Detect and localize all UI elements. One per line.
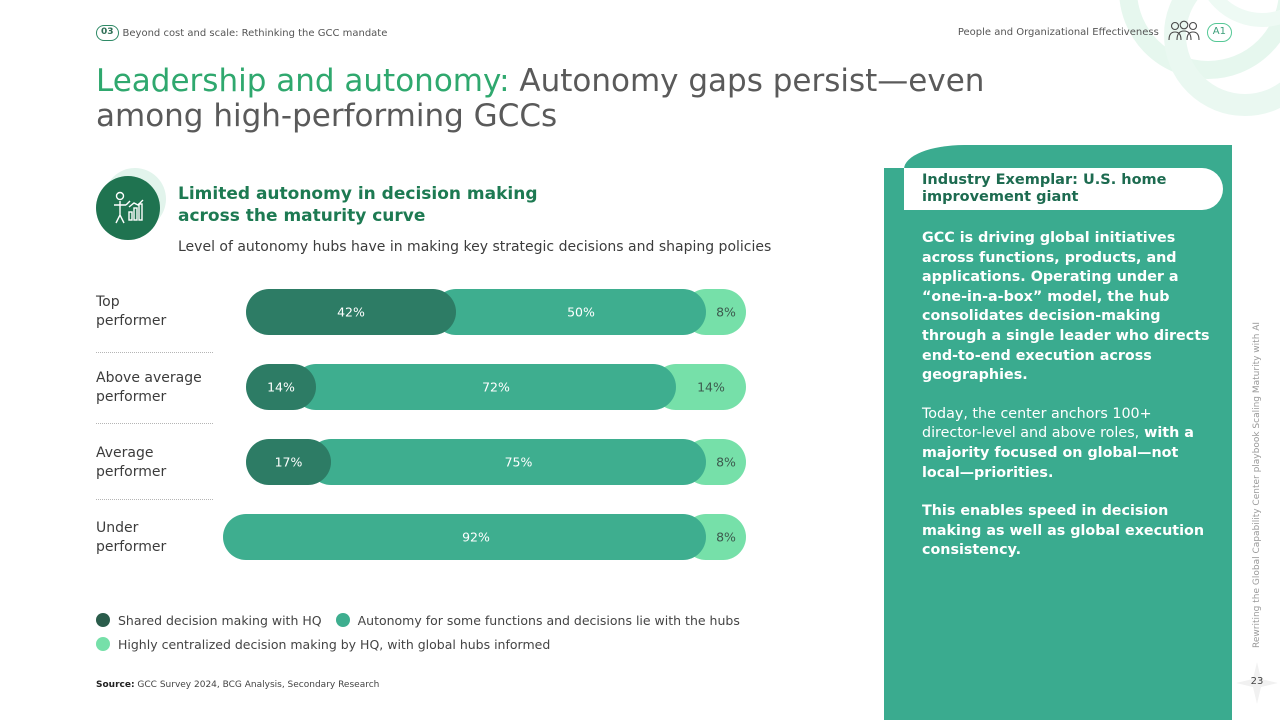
page-title: Leadership and autonomy: Autonomy gaps p… xyxy=(96,64,1056,134)
exemplar-paragraph: Today, the center anchors 100+ director-… xyxy=(922,405,1214,483)
page-number-badge: 23 xyxy=(1236,662,1278,704)
category-label-line: performer xyxy=(96,389,167,405)
bar-segment xyxy=(223,514,706,560)
people-icon xyxy=(1167,20,1201,45)
bar-value-label: 92% xyxy=(462,530,490,545)
bar-segment xyxy=(246,289,456,335)
category-label: Above average performer xyxy=(96,369,236,407)
exemplar-body: GCC is driving global initiatives across… xyxy=(922,229,1214,580)
star-page-icon xyxy=(1236,662,1278,704)
row-separator xyxy=(96,499,213,500)
bar-value-label: 50% xyxy=(567,305,595,320)
row-separator xyxy=(96,423,213,424)
legend-swatch xyxy=(96,613,110,627)
stacked-bar-chart: 42% 50% 8% 14% 72% 14% 17% 75% 8% 92% 8% xyxy=(223,289,746,560)
page-title-highlight: Leadership and autonomy: xyxy=(96,63,510,99)
chart-legend: Shared decision making with HQ Autonomy … xyxy=(96,608,754,656)
legend-label: Autonomy for some functions and decision… xyxy=(357,612,740,628)
section-badge: A1 xyxy=(1206,23,1232,42)
chart-subtitle: Level of autonomy hubs have in making ke… xyxy=(178,239,772,255)
breadcrumb: 03 Beyond cost and scale: Rethinking the… xyxy=(96,25,387,41)
bar-segment xyxy=(246,439,331,485)
legend-item: Autonomy for some functions and decision… xyxy=(335,612,740,628)
category-label-line: performer xyxy=(96,313,167,329)
bar-value-label: 8% xyxy=(716,455,736,470)
bar-segment xyxy=(653,364,746,410)
bar-value-label: 42% xyxy=(337,305,365,320)
bar-segment xyxy=(293,364,676,410)
legend-swatch xyxy=(96,637,110,651)
category-label-line: performer xyxy=(96,464,167,480)
bar-value-label: 75% xyxy=(505,455,533,470)
category-label: Average performer xyxy=(96,444,236,482)
bar-value-label: 8% xyxy=(716,530,736,545)
decision-person-chart-icon xyxy=(96,176,160,240)
page-number: 23 xyxy=(1250,676,1264,687)
row-separator xyxy=(96,352,213,353)
category-label-line: Above average xyxy=(96,370,202,386)
bar-segment xyxy=(308,439,706,485)
exemplar-heading: Industry Exemplar: U.S. home improvement… xyxy=(922,172,1167,205)
source-note: Source: GCC Survey 2024, BCG Analysis, S… xyxy=(96,680,379,690)
category-label-line: Average xyxy=(96,445,154,461)
legend-item: Shared decision making with HQ xyxy=(96,613,322,628)
chapter-title: Beyond cost and scale: Rethinking the GC… xyxy=(122,27,388,39)
bar-segment xyxy=(246,364,316,410)
chart-title: Limited autonomy in decision making acro… xyxy=(178,184,538,226)
bar-value-label: 14% xyxy=(697,380,725,395)
category-label: Top performer xyxy=(96,293,236,331)
legend-label: Highly centralized decision making by HQ… xyxy=(118,636,551,652)
category-label: Under performer xyxy=(96,519,236,557)
exemplar-panel xyxy=(884,168,1232,720)
bar-value-label: 17% xyxy=(275,455,303,470)
legend-swatch xyxy=(335,613,350,627)
legend-item: Highly centralized decision making by HQ… xyxy=(96,637,550,652)
section-header: People and Organizational Effectiveness … xyxy=(958,20,1232,45)
exemplar-text: Today, the center anchors 100+ director-… xyxy=(922,405,1152,442)
exemplar-paragraph: GCC is driving global initiatives across… xyxy=(922,230,1210,384)
bar-value-label: 72% xyxy=(482,380,510,395)
bar-segment xyxy=(433,289,706,335)
bar-value-label: 8% xyxy=(716,305,736,320)
category-label-line: Top xyxy=(96,294,120,310)
exemplar-paragraph: This enables speed in decision making as… xyxy=(922,503,1205,559)
exemplar-heading-box xyxy=(904,168,1223,210)
category-label-line: Under xyxy=(96,520,139,536)
bar-value-label: 14% xyxy=(267,380,295,395)
source-label: Source: xyxy=(96,680,135,690)
source-text: GCC Survey 2024, BCG Analysis, Secondary… xyxy=(134,680,380,690)
exemplar-panel-tab xyxy=(904,145,1232,169)
legend-label: Shared decision making with HQ xyxy=(118,612,322,628)
page-title-rest: Autonomy gaps persist—even among high-pe… xyxy=(96,63,985,134)
exemplar-text-bold: with a majority focused on global—not lo… xyxy=(922,425,1194,481)
section-name: People and Organizational Effectiveness xyxy=(957,27,1159,38)
chapter-number: 03 xyxy=(96,25,119,41)
category-label-line: performer xyxy=(96,539,167,555)
report-title-vertical: Rewriting the Global Capability Center p… xyxy=(1252,321,1262,648)
